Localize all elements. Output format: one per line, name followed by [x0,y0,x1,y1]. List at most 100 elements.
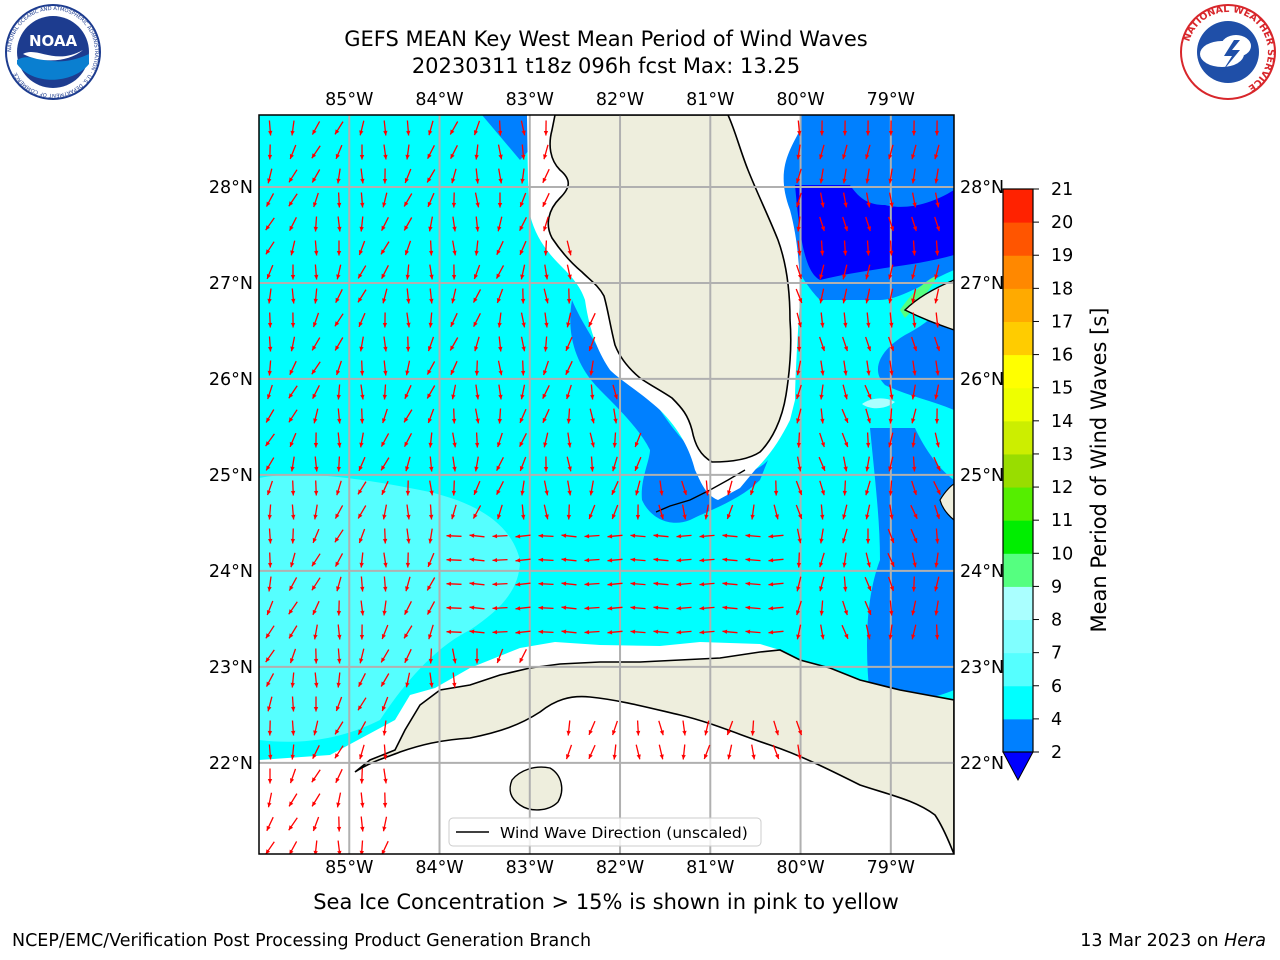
wind-wave-arrow [519,433,527,447]
wind-wave-arrow [934,408,940,424]
wind-wave-arrow [658,720,664,736]
wind-wave-arrow [911,624,917,640]
wind-wave-arrow [290,264,296,280]
wind-wave-arrow [865,288,871,304]
colorbar-segment [1003,255,1033,289]
wind-wave-arrow [267,288,272,304]
wind-wave-arrow [451,504,457,520]
wind-wave-arrow [406,504,411,520]
wind-wave-arrow [337,408,342,424]
wind-wave-arrow [567,432,572,448]
wind-wave-arrow [357,721,367,735]
wind-wave-arrow [314,240,319,256]
wind-wave-arrow [819,264,825,280]
wind-wave-arrow [290,672,295,688]
wind-wave-arrow [290,120,295,136]
wind-wave-arrow [359,840,364,854]
wind-wave-arrow [705,480,710,496]
wind-wave-arrow [796,624,802,640]
wind-wave-arrow [427,192,435,208]
wind-wave-arrow [473,480,481,496]
wind-wave-arrow [469,533,485,538]
wind-wave-arrow [382,384,387,400]
wind-wave-arrow [380,673,390,687]
wind-wave-arrow [337,432,342,448]
colorbar-label: Mean Period of Wind Waves [s] [1087,308,1111,633]
wind-wave-arrow [314,264,319,280]
colorbar-segment [1003,553,1033,587]
lat-label-right: 26°N [960,370,1004,390]
wind-wave-arrow [288,409,298,423]
wind-wave-arrow [313,624,318,640]
wind-wave-arrow [336,480,342,496]
wind-wave-arrow [520,480,525,496]
wind-wave-arrow [427,552,435,568]
wind-wave-arrow [768,534,784,539]
wind-wave-arrow [889,360,894,376]
lon-label-top: 80°W [776,90,824,110]
colorbar-tick-label: 14 [1051,412,1073,432]
wind-wave-arrow [312,600,320,616]
wind-wave-arrow [726,504,734,520]
wind-wave-arrow [451,192,457,208]
wind-wave-arrow [265,433,275,447]
wind-wave-arrow [313,432,319,448]
wind-wave-arrow [819,576,825,592]
wind-wave-arrow [268,744,273,760]
wind-wave-arrow [796,576,802,592]
wind-wave-arrow [566,312,572,328]
wind-wave-arrow [722,533,738,538]
wind-wave-arrow [841,408,849,424]
wind-wave-arrow [289,217,297,231]
lat-label-right: 24°N [960,562,1004,582]
wind-wave-arrow [653,605,669,610]
wind-wave-arrow [934,192,940,208]
wind-wave-arrow [382,792,388,808]
wind-wave-arrow [429,504,434,520]
wind-wave-arrow [311,553,321,567]
lon-label-top: 82°W [596,90,644,110]
wind-wave-arrow [496,240,504,256]
wind-wave-arrow [561,629,577,634]
wind-wave-arrow [383,120,388,136]
colorbar-tick-label: 19 [1051,246,1073,266]
wind-wave-arrow [745,605,761,610]
wind-wave-arrow [357,505,367,519]
wind-wave-arrow [842,120,848,136]
wind-wave-arrow [428,648,433,664]
wind-wave-arrow [842,480,847,496]
wind-wave-arrow [312,745,320,759]
colorbar-tick-label: 13 [1051,445,1073,465]
wind-wave-arrow [405,336,411,352]
colorbar-tick-label: 7 [1051,644,1062,664]
wind-wave-arrow [542,192,550,208]
wind-wave-arrow [267,144,273,160]
wind-wave-arrow [796,552,802,568]
wind-wave-arrow [404,384,412,400]
wind-wave-arrow [542,360,550,376]
wind-wave-arrow [359,648,365,664]
footer-credit: NCEP/EMC/Verification Post Processing Pr… [12,931,592,951]
wind-wave-arrow [498,384,503,400]
wind-wave-arrow [795,720,803,736]
wind-wave-arrow [888,456,894,472]
wind-wave-arrow [612,432,617,448]
wind-wave-arrow [515,534,531,539]
wind-wave-arrow [495,265,505,279]
wind-wave-arrow [446,557,462,562]
wind-wave-arrow [267,504,272,520]
wind-wave-arrow [699,534,715,539]
wind-wave-arrow [933,456,941,472]
wind-wave-arrow [382,168,388,184]
wind-wave-arrow [561,557,577,562]
wind-wave-arrow [288,841,298,854]
wind-wave-arrow [288,793,298,807]
wind-wave-arrow [291,720,296,736]
wind-wave-arrow [452,432,457,448]
wind-wave-arrow [911,432,916,448]
wind-wave-arrow [497,432,503,448]
wind-wave-arrow [336,672,341,688]
wind-wave-arrow [289,432,297,448]
wind-wave-arrow [588,504,596,520]
wind-wave-arrow [796,600,802,616]
